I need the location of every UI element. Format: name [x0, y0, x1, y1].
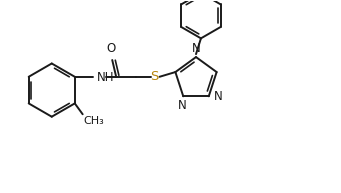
Text: N: N	[178, 99, 187, 112]
Text: O: O	[107, 42, 116, 55]
Text: N: N	[214, 90, 222, 103]
Text: NH: NH	[97, 71, 114, 84]
Text: CH₃: CH₃	[84, 116, 104, 126]
Text: N: N	[192, 42, 201, 55]
Text: S: S	[150, 70, 159, 83]
